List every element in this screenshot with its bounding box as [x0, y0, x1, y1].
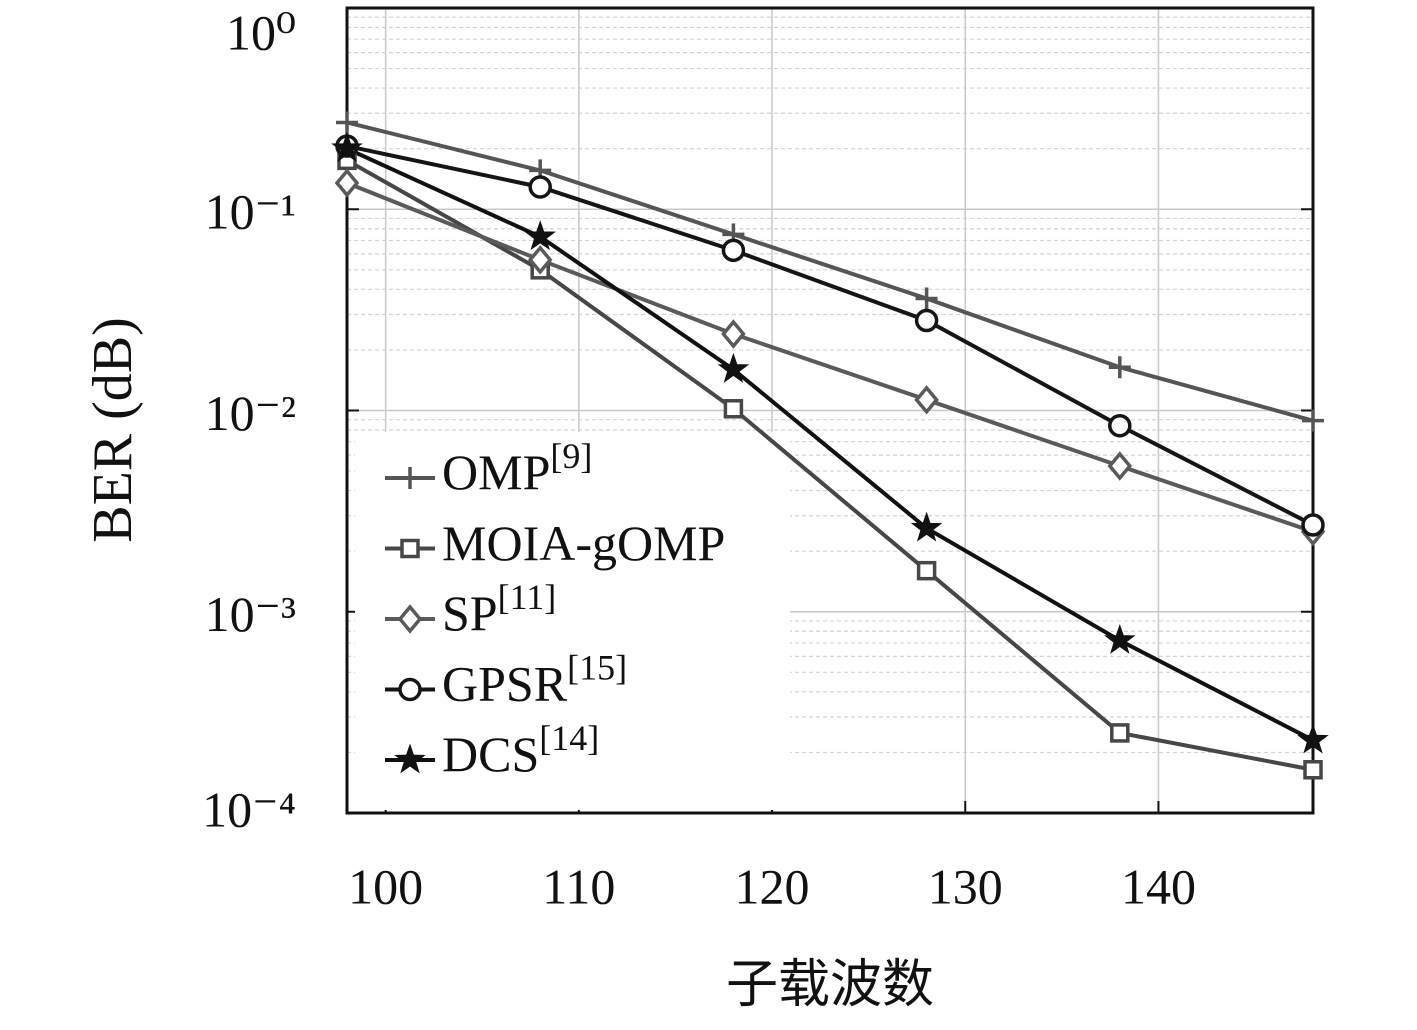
legend-marker [398, 677, 422, 702]
marker [916, 560, 937, 581]
legend-text: SP[11] [442, 577, 556, 641]
legend-text: GPSR[15] [442, 648, 627, 712]
legend-text: OMP[9] [442, 436, 592, 500]
y-tick-label: 10⁻³ [205, 586, 296, 642]
x-tick-label: 110 [542, 858, 615, 914]
marker [1108, 413, 1132, 438]
series-line [346, 146, 1314, 742]
marker [915, 287, 938, 310]
marker [721, 238, 746, 263]
y-tick-label: 10⁻² [205, 385, 296, 441]
marker [334, 168, 360, 198]
marker [1104, 623, 1136, 654]
series-line [346, 158, 1314, 772]
marker [524, 220, 556, 251]
marker [910, 511, 943, 542]
marker [527, 245, 553, 275]
y-tick-label: 10⁰ [226, 4, 296, 60]
legend-text: DCS[14] [442, 718, 599, 782]
legend-text: MOIA-gOMP [442, 515, 725, 571]
marker [1301, 513, 1325, 537]
marker [1303, 760, 1323, 780]
x-tick-label: 100 [348, 858, 423, 914]
legend-marker [394, 743, 426, 774]
series-line [346, 120, 1314, 423]
marker [331, 132, 363, 163]
marker [1110, 723, 1130, 743]
marker [1302, 409, 1324, 432]
x-tick-label: 120 [735, 858, 810, 914]
series-line [346, 181, 1314, 534]
x-tick-label: 130 [928, 858, 1003, 914]
marker [336, 111, 358, 134]
marker [717, 352, 750, 383]
legend-marker [400, 538, 420, 559]
y-tick-label: 10⁻¹ [205, 184, 296, 240]
series-line [346, 144, 1314, 527]
y-tick-label: 10⁻⁴ [202, 781, 296, 837]
legend-marker [399, 467, 421, 489]
marker [723, 399, 744, 419]
marker [1297, 723, 1329, 754]
legend-marker [397, 604, 423, 634]
y-axis-label: BER (dB) [82, 317, 144, 543]
marker [1107, 451, 1133, 481]
x-tick-label: 140 [1121, 858, 1196, 914]
x-axis-label: 子载波数 [726, 957, 934, 1014]
marker [914, 308, 939, 333]
marker [721, 319, 746, 349]
marker [914, 385, 939, 415]
marker [1108, 356, 1131, 379]
marker [528, 175, 552, 199]
